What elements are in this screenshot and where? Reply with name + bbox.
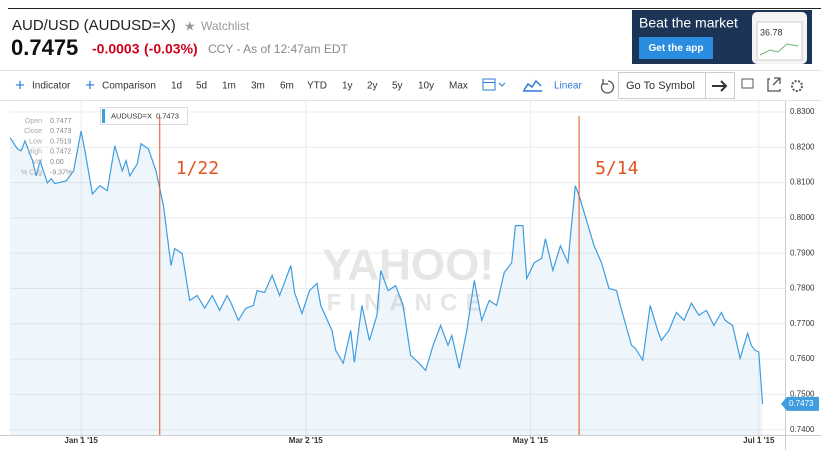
plot-area: 0.7400 0.7500 0.7600 0.7700 0.7800 0.7900 0.80… [0,101,821,450]
watchlist-link[interactable]: Watchlist [201,19,250,33]
star-icon[interactable]: ★ [184,18,196,33]
annotation-label: 5/14 [595,158,638,179]
last-price-label: 0.7473 [789,399,814,408]
info-label: Close [24,128,42,135]
phone-value: 36.78 [760,27,783,37]
range-button[interactable]: 3m [251,81,265,92]
price-change-pct: (-0.03%) [144,41,198,57]
symbol-search[interactable]: Go To Symbol [626,80,695,92]
info-label: High [28,149,43,156]
range-button[interactable]: 1y [342,81,353,92]
price-change: -0.0003 [92,41,140,57]
y-tick-label: 0.7400 [790,425,815,434]
chart-type-icon[interactable] [523,79,542,92]
x-tick-label: Jul 1 '15 [743,436,775,445]
annotation-label: 1/22 [176,158,219,179]
ad-button[interactable] [639,37,713,59]
y-tick-label: 0.7900 [790,248,815,257]
info-label: Open [25,118,42,125]
range-button[interactable]: 5y [392,81,403,92]
y-tick-label: 0.8000 [790,213,815,222]
info-value: 0.7472 [50,149,72,156]
timestamp: CCY - As of 12:47am EDT [208,42,349,56]
range-button[interactable]: 5d [196,81,207,92]
range-button[interactable]: 1m [222,81,236,92]
phone-sparkline [759,43,799,56]
range-button[interactable]: Max [449,81,468,92]
area [10,131,763,435]
ad-button-label[interactable]: Get the app [648,43,703,54]
y-tick-label: 0.8200 [790,142,815,151]
quote-title: AUD/USD (AUDUSD=X) [12,17,176,34]
y-tick-label: 0.7500 [790,390,815,399]
y-tick-label: 0.7600 [790,354,815,363]
popout-icon[interactable] [767,77,781,92]
x-tick-label: May 1 '15 [513,436,549,445]
info-label: % Chg [21,169,42,176]
info-value: 0.00 [50,159,64,166]
price: 0.7475 [11,35,78,60]
y-tick-label: 0.8300 [790,107,815,116]
calendar-frame [482,78,496,91]
comparison-button[interactable]: Comparison [102,81,156,92]
range-button[interactable]: 2y [367,81,378,92]
search-arrow[interactable] [712,80,728,92]
range-button[interactable]: YTD [307,81,327,92]
y-tick-label: 0.8100 [790,178,815,187]
range-button[interactable]: 1d [171,81,182,92]
ad-headline: Beat the market [639,15,738,31]
dropdown-caret [498,82,506,87]
y-tick-label: 0.7800 [790,284,815,293]
watermark: FINANCE [327,289,490,316]
indicator-button[interactable]: Indicator [32,81,71,92]
info-value: 0.7519 [50,138,72,145]
legend-swatch [102,109,105,123]
toolbar: + Indicator + Comparison Linear Go To Sy… [15,72,803,99]
range-button[interactable]: 10y [418,81,434,92]
range-button[interactable]: 6m [280,81,294,92]
y-tick-label: 0.7700 [790,319,815,328]
watermark: YAHOO! [322,241,494,290]
plus-icon[interactable]: + [15,75,25,94]
phone-screen [756,21,803,61]
settings-icon[interactable] [791,80,803,92]
x-tick-label: Jan 1 '15 [64,436,98,445]
legend-name: AUDUSD=X [111,111,152,120]
calendar-icon[interactable] [482,78,506,91]
plus-icon[interactable]: + [85,75,95,94]
reset-icon[interactable] [600,79,615,94]
print-icon[interactable] [741,78,754,89]
x-tick-label: Mar 2 '15 [289,436,323,445]
info-label: Low [29,138,43,145]
info-value: -9.37% [50,169,72,176]
last-price-tag [781,396,819,411]
scale-toggle[interactable]: Linear [554,81,582,92]
legend-box [100,107,188,125]
info-value: 0.7477 [50,118,72,125]
price-line [9,130,764,404]
app-ad[interactable]: Beat the market Get the app 36.78 [632,10,812,64]
info-value: 0.7473 [50,128,72,135]
legend-value: 0.7473 [156,111,179,120]
info-label: Vol [32,159,42,166]
